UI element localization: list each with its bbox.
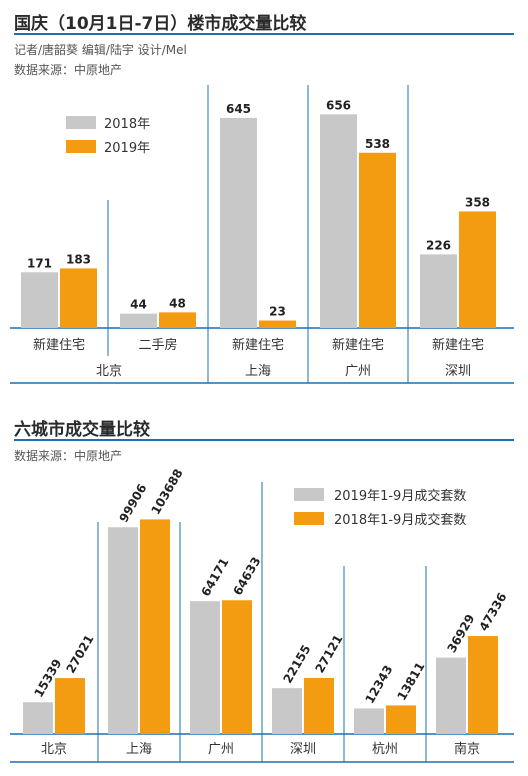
chart1-bar xyxy=(420,254,457,328)
chart2-data-label: 13811 xyxy=(394,660,427,703)
chart2-bar xyxy=(272,688,302,734)
chart2-title: 六城市成交量比较 xyxy=(14,420,150,440)
chart1-bar xyxy=(159,312,196,328)
chart2-data-label: 47336 xyxy=(476,590,509,633)
chart1-bar xyxy=(21,272,58,328)
chart2-data-label: 12343 xyxy=(362,663,395,706)
chart1-data-label: 44 xyxy=(130,298,147,312)
chart1-bar xyxy=(120,313,157,328)
chart2-category-label: 杭州 xyxy=(372,742,398,757)
chart1-category-label: 新建住宅 xyxy=(332,337,384,353)
chart1-data-label: 171 xyxy=(27,256,52,270)
chart2-data-label: 27021 xyxy=(63,632,96,675)
chart2-category-label: 南京 xyxy=(454,741,480,757)
chart1-group-label: 深圳 xyxy=(445,364,471,379)
chart2-legend-swatch xyxy=(294,488,324,501)
chart1-group-label: 广州 xyxy=(345,364,371,379)
chart1-category-label: 新建住宅 xyxy=(232,337,284,353)
chart1-svg: 171 183 新建住宅 44 48 二手房 645 23 新建住宅 656 538 新建住宅 226 3… xyxy=(10,85,514,384)
chart1-legend-label: 2018年 xyxy=(104,117,150,132)
chart2-title-rule xyxy=(14,439,514,441)
chart1-legend-swatch xyxy=(66,116,96,129)
chart1-bar xyxy=(60,268,97,328)
chart1-bar xyxy=(359,152,396,328)
chart1-data-label: 645 xyxy=(226,102,251,116)
chart1-data-label: 48 xyxy=(169,296,186,310)
chart2-bar xyxy=(304,677,334,734)
chart2-source: 数据来源：中原地产 xyxy=(14,449,123,463)
chart1-credits: 记者/唐韶葵 编辑/陆宇 设计/Mel xyxy=(14,43,187,57)
chart2-bar xyxy=(222,600,252,734)
chart2-bar xyxy=(140,519,170,734)
chart2-data-label: 64633 xyxy=(230,555,263,598)
chart1-data-label: 23 xyxy=(269,305,286,319)
chart2-data-label: 64171 xyxy=(198,556,231,599)
chart2-bar xyxy=(386,705,416,734)
chart1-bar xyxy=(459,211,496,328)
chart2-category-label: 广州 xyxy=(208,742,234,757)
chart2-legend-swatch xyxy=(294,512,324,525)
chart1-bar xyxy=(320,114,357,329)
chart1-legend-swatch xyxy=(66,140,96,153)
chart1-source: 数据来源：中原地产 xyxy=(14,63,123,77)
chart2-category-label: 深圳 xyxy=(290,742,316,757)
chart1-category-label: 新建住宅 xyxy=(33,337,85,353)
chart1-data-label: 226 xyxy=(426,238,451,252)
chart1-bar xyxy=(220,117,257,329)
chart2-data-label: 103688 xyxy=(148,467,185,517)
chart2-bar xyxy=(190,601,220,734)
chart2-bar xyxy=(23,702,53,734)
chart1-category-label: 新建住宅 xyxy=(432,337,484,353)
chart1-group-label: 北京 xyxy=(96,364,122,379)
chart1-title-rule xyxy=(14,33,514,35)
chart2-legend-label: 2018年1-9月成交套数 xyxy=(334,512,466,528)
chart2-bar xyxy=(354,708,384,734)
chart1-group-label: 上海 xyxy=(245,364,271,379)
chart2-bar xyxy=(55,678,85,734)
chart1-data-label: 538 xyxy=(365,137,390,151)
chart2-bar xyxy=(436,657,466,734)
chart1-title: 国庆（10月1日-7日）楼市成交量比较 xyxy=(14,14,307,34)
chart2-bar xyxy=(108,527,138,734)
chart1-data-label: 183 xyxy=(66,252,91,266)
chart2-category-label: 上海 xyxy=(126,742,152,757)
chart2-data-label: 99906 xyxy=(116,482,149,525)
chart2-data-label: 27121 xyxy=(312,632,345,675)
chart2-category-label: 北京 xyxy=(41,742,67,757)
chart1-data-label: 358 xyxy=(465,195,490,209)
chart1-category-label: 二手房 xyxy=(138,337,177,353)
chart2-bar xyxy=(468,636,498,734)
chart1-bar xyxy=(259,320,296,328)
chart1-data-label: 656 xyxy=(326,98,351,112)
chart2-legend-label: 2019年1-9月成交套数 xyxy=(334,488,466,504)
chart1-legend-label: 2019年 xyxy=(104,141,150,156)
